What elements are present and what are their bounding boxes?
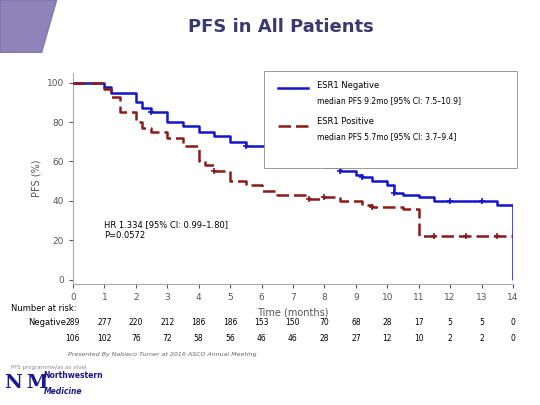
Text: 2: 2 [479, 334, 484, 343]
Text: 12: 12 [382, 334, 392, 343]
X-axis label: Time (months): Time (months) [257, 307, 329, 317]
Y-axis label: PFS (%): PFS (%) [31, 160, 41, 197]
Text: 70: 70 [320, 318, 329, 327]
Text: Northwestern: Northwestern [43, 371, 103, 380]
Text: HR 1.334 [95% CI: 0.99–1.80]
P=0.0572: HR 1.334 [95% CI: 0.99–1.80] P=0.0572 [104, 220, 228, 240]
Text: N M: N M [5, 374, 49, 392]
FancyBboxPatch shape [265, 71, 517, 168]
Text: 76: 76 [131, 334, 140, 343]
Polygon shape [0, 0, 57, 53]
Text: 27: 27 [351, 334, 361, 343]
Text: 289: 289 [66, 318, 80, 327]
Text: 72: 72 [163, 334, 172, 343]
Text: Number at risk:: Number at risk: [11, 304, 76, 313]
Text: 102: 102 [97, 334, 112, 343]
Text: 2: 2 [448, 334, 453, 343]
Text: 28: 28 [320, 334, 329, 343]
Text: median PFS 5.7mo [95% CI: 3.7–9.4]: median PFS 5.7mo [95% CI: 3.7–9.4] [317, 132, 456, 141]
Text: 212: 212 [160, 318, 174, 327]
Text: 0: 0 [510, 334, 516, 343]
Text: Presented By Nabieco Turner at 2016 ASCO Annual Meeting: Presented By Nabieco Turner at 2016 ASCO… [68, 352, 256, 357]
Text: median PFS 9.2mo [95% CI: 7.5–10.9]: median PFS 9.2mo [95% CI: 7.5–10.9] [317, 96, 461, 105]
Text: ESR1 Positive: ESR1 Positive [317, 117, 374, 126]
Text: PFS programme/as as nivel: PFS programme/as as nivel [11, 364, 86, 369]
Text: 56: 56 [225, 334, 235, 343]
Text: 0: 0 [510, 318, 516, 327]
Text: 5: 5 [479, 318, 484, 327]
Text: 46: 46 [288, 334, 298, 343]
Text: 277: 277 [97, 318, 112, 327]
Text: ESR1 Negative: ESR1 Negative [317, 81, 380, 90]
Text: 106: 106 [66, 334, 80, 343]
Text: 186: 186 [223, 318, 237, 327]
Text: 68: 68 [351, 318, 361, 327]
Text: 150: 150 [286, 318, 300, 327]
Text: 5: 5 [448, 318, 453, 327]
Text: 220: 220 [129, 318, 143, 327]
Text: PFS in All Patients: PFS in All Patients [188, 18, 374, 36]
Text: Medicine: Medicine [43, 387, 82, 396]
Text: 46: 46 [256, 334, 266, 343]
Text: 28: 28 [382, 318, 392, 327]
Text: 58: 58 [194, 334, 204, 343]
Text: 186: 186 [192, 318, 206, 327]
Text: 17: 17 [414, 318, 423, 327]
Text: 10: 10 [414, 334, 423, 343]
Text: 153: 153 [254, 318, 269, 327]
Text: Negative: Negative [28, 318, 66, 327]
